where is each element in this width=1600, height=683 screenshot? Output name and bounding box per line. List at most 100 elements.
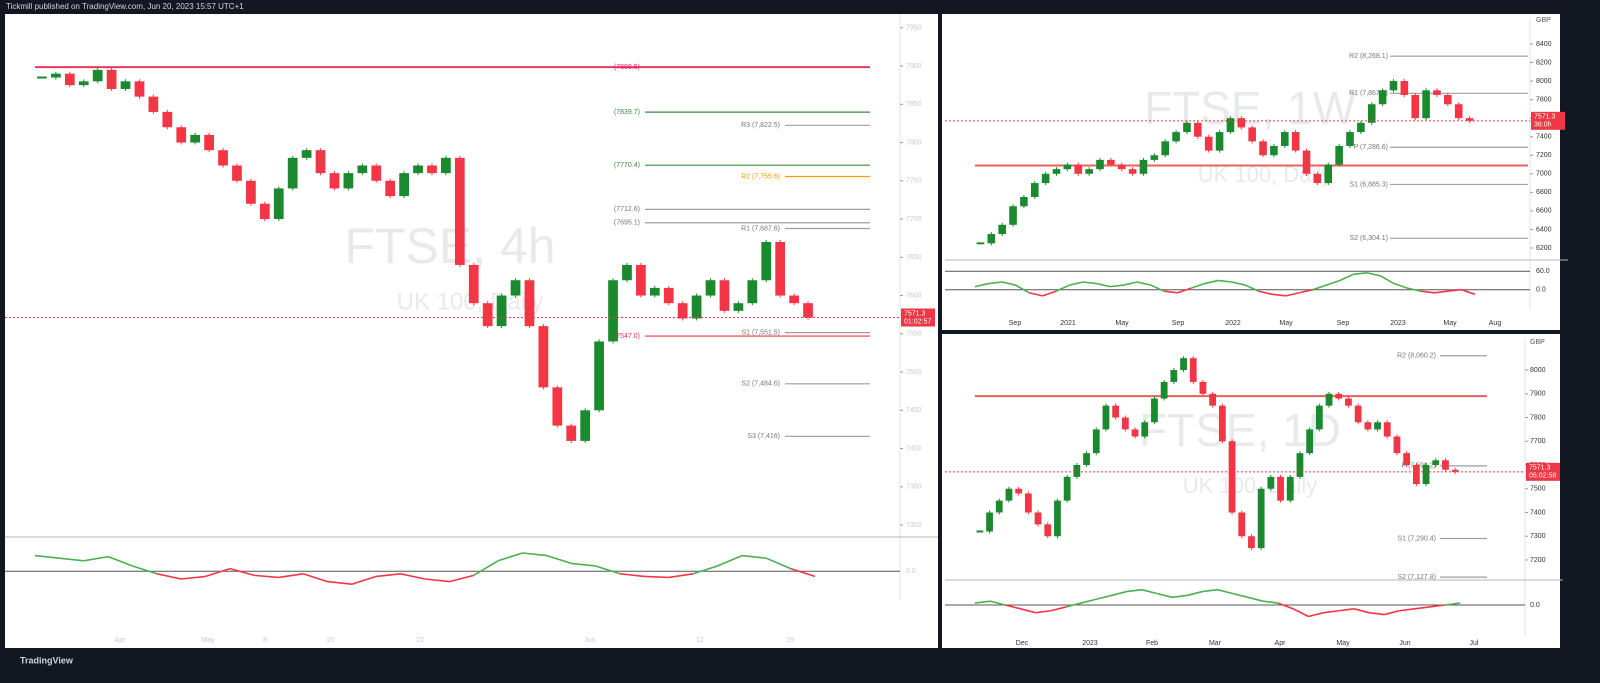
osc-segment — [1312, 284, 1327, 291]
candle — [1444, 94, 1452, 105]
osc-segment — [1204, 279, 1219, 285]
candle — [1030, 183, 1039, 197]
pivot-label: S2 (7,484.6) — [741, 381, 780, 388]
pivot-label: S1 (6,885.3) — [1349, 181, 1388, 188]
candle — [789, 295, 799, 304]
candle — [986, 512, 993, 532]
y-tick-label: 7900 — [1530, 391, 1546, 398]
candle — [1139, 159, 1148, 174]
osc-segment — [497, 552, 523, 562]
osc-segment — [1069, 281, 1084, 286]
candle — [636, 264, 646, 296]
candle — [1107, 159, 1115, 165]
candle — [246, 180, 256, 204]
osc-segment — [1338, 608, 1355, 612]
candle — [1238, 512, 1246, 537]
osc-segment — [1080, 598, 1097, 604]
candle — [775, 241, 786, 296]
candle — [1020, 196, 1028, 207]
osc-segment — [989, 600, 1006, 606]
candle — [1257, 488, 1265, 549]
osc-segment — [1277, 602, 1294, 610]
y-tick-label: 7300 — [906, 522, 922, 529]
candle — [1393, 436, 1401, 454]
candle — [1102, 405, 1110, 430]
candle — [1024, 493, 1032, 513]
osc-segment — [1083, 281, 1097, 285]
x-tick-label: May — [1115, 320, 1129, 327]
osc-segment — [1050, 606, 1067, 612]
osc-segment — [1244, 284, 1260, 292]
candle — [1083, 453, 1090, 466]
osc-segment — [1156, 592, 1173, 599]
y-tick-label: 7700 — [1530, 438, 1546, 445]
osc-segment — [644, 575, 669, 579]
candle — [1170, 370, 1178, 382]
last-price-label: 7571.3 — [1534, 114, 1556, 121]
pivot-label: R1 (7,687.6) — [741, 225, 780, 232]
candle — [1131, 429, 1139, 437]
candle — [1009, 206, 1017, 225]
osc-tick-label: 0.0 — [1536, 287, 1546, 294]
osc-tick-label: 0.0 — [906, 568, 916, 575]
y-tick-label: 7400 — [1530, 509, 1546, 516]
x-tick-label: 22 — [416, 637, 424, 644]
osc-segment — [205, 567, 231, 578]
pivot-label: S2 (7,127.8) — [1397, 574, 1436, 581]
x-tick-label: Feb — [1146, 640, 1158, 647]
candle — [162, 111, 173, 128]
candle — [148, 96, 159, 112]
candle — [998, 224, 1006, 235]
candle — [1052, 169, 1061, 174]
watermark-subtitle: UK 100, Daily — [1183, 473, 1318, 498]
osc-segment — [1035, 609, 1051, 614]
osc-segment — [1366, 271, 1381, 277]
osc-segment — [1164, 290, 1178, 294]
osc-segment — [1123, 281, 1138, 286]
x-tick-label: 2022 — [1225, 320, 1241, 327]
currency: GBP — [1530, 339, 1545, 346]
candle — [1389, 81, 1398, 91]
y-tick-label: 8000 — [1536, 78, 1552, 85]
candle — [441, 157, 451, 174]
candle — [92, 69, 103, 82]
y-tick-label: 6800 — [1536, 189, 1552, 196]
candle — [705, 280, 716, 296]
candle — [1015, 488, 1023, 494]
candle — [1367, 104, 1376, 123]
y-tick-label: 7550 — [906, 331, 922, 338]
y-tick-label: 7800 — [906, 139, 922, 146]
candle — [218, 150, 228, 166]
osc-segment — [1434, 290, 1449, 294]
osc-segment — [1292, 608, 1309, 618]
osc-segment — [668, 573, 694, 579]
osc-segment — [974, 282, 989, 288]
osc-segment — [1353, 608, 1370, 614]
candle — [1306, 429, 1314, 454]
last-price-box — [1531, 111, 1565, 130]
x-tick-label: Jul — [1470, 640, 1479, 647]
osc-segment — [1020, 608, 1036, 614]
osc-segment — [692, 565, 718, 575]
candle — [510, 280, 521, 296]
pivot-label: R2 (8,060.2) — [1397, 353, 1436, 360]
osc-segment — [1368, 611, 1385, 616]
x-tick-label: Aug — [1489, 320, 1502, 327]
candle — [1215, 132, 1224, 151]
x-tick-label: 2023 — [1082, 640, 1098, 647]
candle — [1117, 164, 1126, 170]
y-tick-label: 7350 — [906, 484, 922, 491]
countdown: 05:02:58 — [1529, 473, 1556, 480]
osc-segment — [790, 567, 816, 578]
x-tick-label: Jun — [1399, 640, 1410, 647]
candle — [538, 326, 549, 388]
y-tick-label: 6400 — [1536, 226, 1552, 233]
candle — [677, 303, 688, 319]
candle — [1063, 476, 1071, 501]
pivot-label: R1 (7,867.8) — [1349, 90, 1388, 97]
brand: TradingView — [20, 655, 74, 665]
candle — [1204, 136, 1213, 151]
osc-segment — [988, 281, 1003, 285]
osc-segment — [1393, 282, 1408, 289]
